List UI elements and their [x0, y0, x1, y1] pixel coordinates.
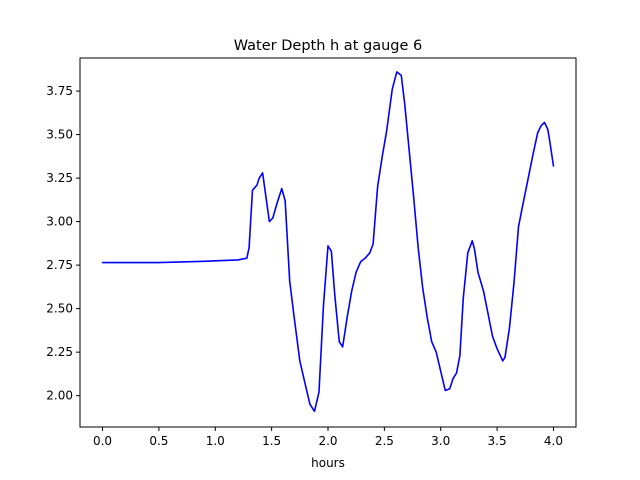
y-tick-label: 3.75	[46, 84, 73, 98]
series-line-0	[101, 71, 555, 413]
y-tick-label: 3.50	[46, 128, 73, 142]
x-axis-label: hours	[311, 456, 345, 470]
x-tick-label: 4.0	[544, 434, 563, 448]
x-axis: 0.0 0.5 1.0 1.5 2.0 2.5 3.0 3.5 4.0	[93, 427, 563, 448]
y-tick-label: 2.50	[46, 302, 73, 316]
y-tick-label: 3.25	[46, 171, 73, 185]
y-axis: 2.00 2.25 2.50 2.75 3.00 3.25 3.50 3.75	[46, 84, 80, 403]
y-tick-label: 2.25	[46, 345, 73, 359]
x-tick-label: 1.0	[206, 434, 225, 448]
x-tick-label: 3.5	[488, 434, 507, 448]
x-tick-label: 0.5	[149, 434, 168, 448]
x-tick-label: 2.0	[318, 434, 337, 448]
y-tick-label: 3.00	[46, 215, 73, 229]
plot-layer	[101, 71, 555, 413]
y-tick-label: 2.00	[46, 389, 73, 403]
x-tick-label: 2.5	[375, 434, 394, 448]
x-tick-label: 1.5	[262, 434, 281, 448]
x-tick-label: 0.0	[93, 434, 112, 448]
chart-title: Water Depth h at gauge 6	[234, 38, 422, 54]
y-tick-label: 2.75	[46, 258, 73, 272]
x-tick-label: 3.0	[431, 434, 450, 448]
